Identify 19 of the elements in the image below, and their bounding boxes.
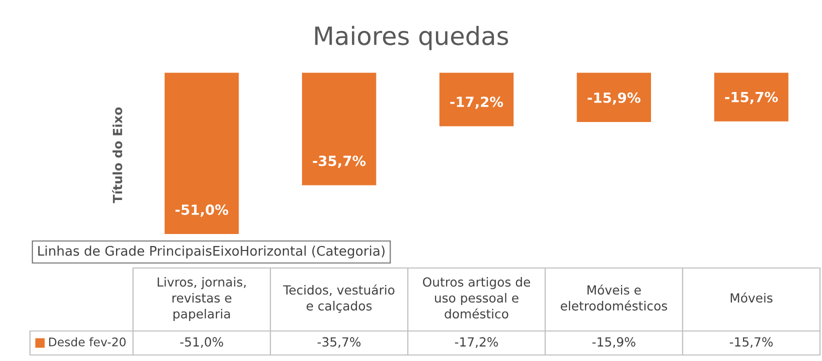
x-tick-label: Móveis — [730, 292, 772, 303]
x-tick-label: Outros artigos de uso pessoal e doméstico — [422, 277, 530, 319]
y-axis-title: Título do Eixo — [112, 107, 122, 204]
x-tick-label: Livros, jornais, revistas e papelaria — [158, 277, 246, 321]
legend-label: Desde fev-20 — [49, 337, 126, 346]
text: -51,0% — [175, 204, 228, 217]
text: -15,9% — [588, 92, 640, 105]
data-label: -35,7% — [318, 337, 361, 348]
data-label: -51,0% — [180, 337, 224, 348]
x-tick-label: Tecidos, vestuário e calçados — [283, 284, 394, 313]
text: -35,7% — [312, 156, 366, 168]
text: Linhas de Grade PrincipaisEixoHorizontal (Categoria) — [38, 246, 385, 258]
data-label: -17,2% — [455, 337, 498, 348]
text: -17,2% — [450, 96, 504, 109]
chart-title: Maiores quedas — [315, 26, 508, 50]
data-label: -15,9% — [592, 337, 636, 348]
x-tick-label: Móveis e eletrodomésticos — [560, 284, 668, 311]
data-label: -15,7% — [730, 337, 773, 348]
text: -15,7% — [725, 92, 778, 104]
